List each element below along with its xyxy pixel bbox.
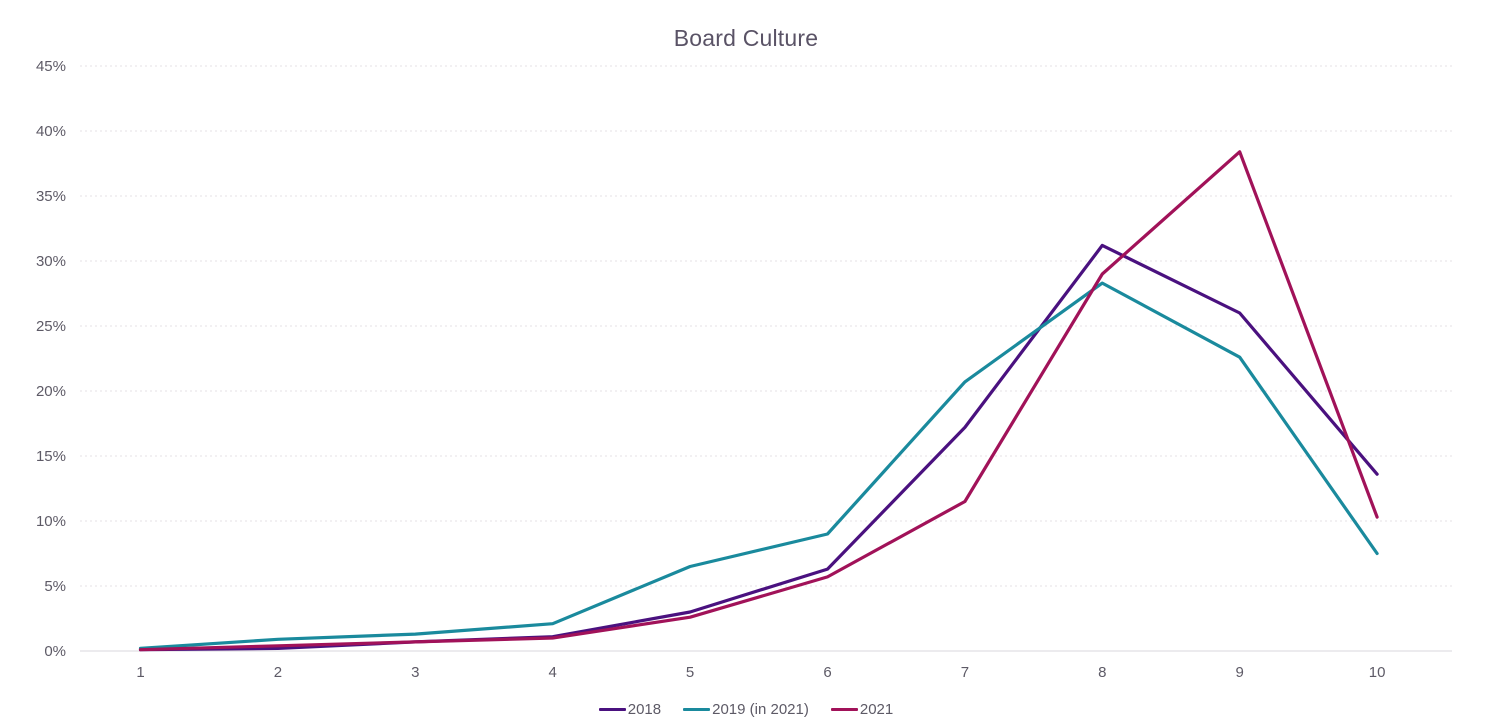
- y-tick-label: 25%: [36, 318, 66, 335]
- series-line-2019-in-2021-: [138, 281, 1379, 651]
- x-tick-label: 2: [274, 664, 282, 681]
- legend: 2018 2019 (in 2021) 2021: [0, 701, 1492, 718]
- legend-line-swatch: [830, 708, 858, 711]
- legend-line-swatch: [683, 708, 711, 711]
- series-line-2021: [138, 150, 1379, 652]
- legend-item: 2021: [830, 701, 894, 718]
- y-tick-label: 30%: [36, 253, 66, 270]
- y-tick-label: 20%: [36, 383, 66, 400]
- x-tick-label: 6: [823, 664, 831, 681]
- legend-label: 2019 (in 2021): [712, 701, 809, 718]
- x-tick-label: 7: [961, 664, 969, 681]
- chart-title: Board Culture: [673, 25, 819, 51]
- series-line-2018: [138, 243, 1379, 652]
- x-tick-label: 1: [136, 664, 144, 681]
- y-tick-label: 40%: [36, 123, 66, 140]
- legend-label: 2021: [859, 701, 894, 718]
- x-tick-label: 3: [411, 664, 419, 681]
- y-tick-label: 45%: [36, 58, 66, 75]
- x-tick-label: 4: [549, 664, 557, 681]
- legend-label: 2018: [627, 701, 662, 718]
- x-tick-label: 9: [1236, 664, 1244, 681]
- y-tick-label: 15%: [36, 448, 66, 465]
- legend-line-swatch: [598, 708, 626, 711]
- y-tick-label: 35%: [36, 188, 66, 205]
- y-tick-label: 10%: [36, 513, 66, 530]
- x-tick-label: 5: [686, 664, 694, 681]
- x-tick-label: 8: [1098, 664, 1106, 681]
- x-tick-label: 10: [1369, 664, 1386, 681]
- legend-item: 2019 (in 2021): [683, 701, 809, 718]
- legend-item: 2018: [598, 701, 662, 718]
- y-tick-label: 0%: [44, 643, 66, 660]
- y-tick-label: 5%: [44, 578, 66, 595]
